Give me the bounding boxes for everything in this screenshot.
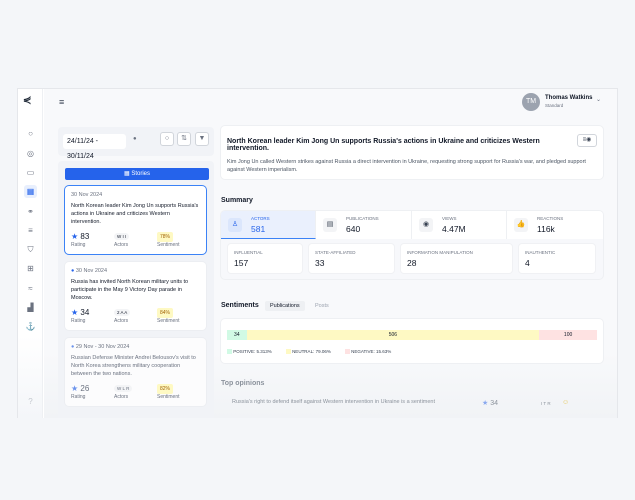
search-button[interactable]: ○: [160, 132, 174, 146]
info-icon: ●: [133, 136, 137, 142]
stories-button[interactable]: ▦ Stories: [65, 168, 209, 180]
rating-label: Rating: [71, 394, 86, 400]
story-rating: 83: [80, 232, 90, 241]
story-date: 30 Nov 2024: [75, 268, 108, 274]
search-icon[interactable]: ○: [28, 129, 33, 138]
new-dot-icon: ●: [71, 268, 76, 274]
top-opinions-heading: Top opinions: [221, 380, 265, 387]
summary-heading: Summary: [221, 197, 253, 204]
story-actors: W I I: [114, 233, 130, 240]
chain-link-icon[interactable]: ⚭: [27, 207, 34, 216]
stories-icon[interactable]: ▦: [24, 185, 37, 198]
story-detail-card: North Korean leader Kim Jong Un supports…: [221, 126, 603, 179]
legend-positive: POSITIVE: 5.313%: [233, 349, 272, 354]
stat-information-manipulation: Information manipulation 28: [401, 244, 512, 273]
star-icon: ★: [482, 400, 489, 407]
star-icon: ★: [71, 308, 79, 317]
user-icon: ♙: [228, 218, 242, 232]
sentiments-heading: Sentiments: [221, 302, 259, 309]
grid-icon[interactable]: ⊞: [27, 264, 34, 273]
image-icon[interactable]: ▭: [26, 168, 35, 177]
sidebar: ⋞ ○ ◎ ▭ ▦ ⚭ ≡ ⛉ ⊞ ≈ ▟ ⚓ ?: [18, 89, 43, 418]
sentiment-card: 34 506 100 POSITIVE: 5.313% NEUTRAL: 79.…: [221, 319, 603, 363]
menu-icon[interactable]: ≡: [59, 97, 65, 107]
opinion-actors: I T R: [541, 401, 551, 406]
sentiment-legend: POSITIVE: 5.313% NEUTRAL: 79.06% NEGATIV…: [227, 349, 392, 355]
date-range-picker[interactable]: 24/11/24 - 30/11/24: [63, 134, 126, 160]
opinion-rating: 34: [490, 400, 499, 407]
story-title: North Korean leader Kim Jong Un supports…: [71, 203, 199, 225]
star-icon: ★: [71, 384, 79, 393]
stories-panel: ▦ Stories 30 Nov 2024 North Korean leade…: [58, 161, 214, 418]
opinion-text: Russia's right to defend itself against …: [232, 399, 436, 405]
story-card[interactable]: ● 29 Nov - 30 Nov 2024 Russian Defense M…: [65, 338, 206, 406]
tile-views[interactable]: ◉ Views 4.47M: [412, 211, 507, 239]
tile-reactions[interactable]: 👍 Reactions 116k: [507, 211, 603, 239]
database-icon[interactable]: ≡: [28, 226, 33, 235]
stat-inauthentic: Inauthentic 4: [519, 244, 595, 273]
story-detail-title: North Korean leader Kim Jong Un supports…: [227, 138, 540, 152]
sentiment-bar: 34 506 100: [227, 330, 597, 340]
rating-label: Rating: [71, 242, 86, 248]
user-role: Standard: [545, 103, 564, 108]
filter-bar: 24/11/24 - 30/11/24 ● ○ ⇅ ▼: [58, 127, 214, 160]
sentiment-badge: 82%: [157, 383, 174, 394]
legend-neutral: NEUTRAL: 79.06%: [292, 349, 331, 354]
story-rating: 26: [80, 384, 90, 393]
legend-negative: NEGATIVE: 15.63%: [351, 349, 392, 354]
view-toggle-icon[interactable]: ≡◉: [577, 134, 597, 147]
tile-actors[interactable]: ♙ Actors 581: [221, 211, 316, 239]
shield-icon[interactable]: ⛉: [27, 245, 34, 254]
story-card[interactable]: ● 30 Nov 2024 Russia has invited North K…: [65, 262, 206, 330]
rating-label: Rating: [71, 318, 86, 324]
sentiment-label: Sentiment: [157, 318, 180, 324]
eye-icon: ◉: [419, 218, 433, 232]
chevron-down-icon[interactable]: ⌄: [596, 97, 602, 103]
actors-label: Actors: [114, 242, 129, 248]
avatar[interactable]: TM: [522, 93, 540, 111]
bar-chart-icon[interactable]: ▟: [27, 303, 34, 312]
help-icon[interactable]: ?: [28, 397, 33, 406]
story-date: 29 Nov - 30 Nov 2024: [75, 344, 130, 350]
story-card[interactable]: 30 Nov 2024 North Korean leader Kim Jong…: [65, 186, 206, 254]
story-rating: 34: [80, 308, 90, 317]
link-circles-icon[interactable]: ◎: [27, 149, 34, 158]
anchor-icon[interactable]: ⚓: [25, 322, 36, 331]
story-actors: W L R: [114, 385, 133, 392]
sort-button[interactable]: ⇅: [177, 132, 191, 146]
tab-publications[interactable]: Publications: [265, 301, 305, 311]
stat-state-affiliated: State-affiliated 33: [309, 244, 394, 273]
tab-posts[interactable]: Posts: [315, 303, 329, 309]
filter-button[interactable]: ▼: [195, 132, 209, 146]
sentiment-label: Sentiment: [157, 242, 180, 248]
story-title: Russian Defense Minister Andrei Belousov…: [71, 355, 196, 377]
actors-label: Actors: [114, 318, 129, 324]
actors-label: Actors: [114, 394, 129, 400]
sentiment-badge: 84%: [157, 307, 174, 318]
story-detail-description: Kim Jong Un called Western strikes again…: [227, 159, 586, 173]
new-dot-icon: ●: [71, 344, 76, 350]
trend-icon[interactable]: ≈: [28, 284, 33, 293]
sentiment-label: Sentiment: [157, 394, 180, 400]
user-name: Thomas Watkins: [545, 95, 593, 101]
logo-icon: ⋞: [23, 95, 32, 106]
sentiment-segment-negative: 100: [539, 330, 597, 340]
sentiment-badge: 78%: [157, 231, 174, 242]
document-icon: ▤: [323, 218, 337, 232]
story-date: 30 Nov 2024: [71, 192, 103, 198]
star-icon: ★: [71, 232, 79, 241]
app-window: ⋞ ○ ◎ ▭ ▦ ⚭ ≡ ⛉ ⊞ ≈ ▟ ⚓ ? ≡ TM Thomas Wa…: [17, 88, 618, 418]
stories-icon: ▦: [123, 171, 132, 177]
stat-influential: Influential 157: [228, 244, 302, 273]
summary-card: ♙ Actors 581 ▤ Publications 640 ◉ Views …: [221, 211, 603, 279]
story-actors: 2 A A: [114, 309, 131, 316]
thumbs-up-icon: 👍: [514, 218, 528, 232]
sentiment-segment-positive: 34: [227, 330, 247, 340]
tile-publications[interactable]: ▤ Publications 640: [316, 211, 412, 239]
story-title: Russia has invited North Korean military…: [71, 279, 189, 301]
sentiment-segment-neutral: 506: [246, 330, 540, 340]
neutral-face-icon: ☺: [562, 399, 570, 406]
